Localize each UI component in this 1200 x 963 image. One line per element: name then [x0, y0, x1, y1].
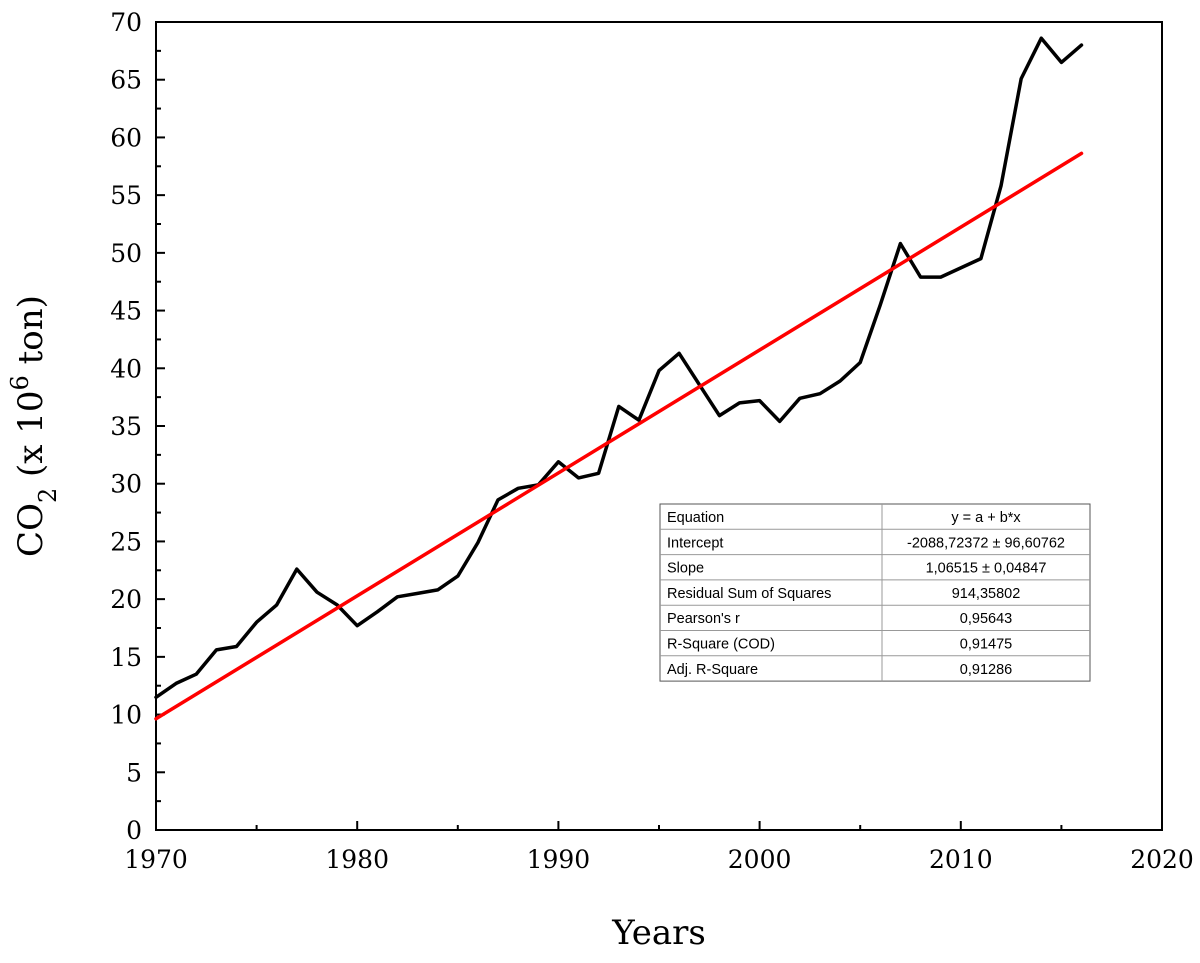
series-layer: [154, 36, 1084, 721]
x-tick-label: 2020: [1130, 845, 1194, 874]
y-tick-label: 10: [110, 701, 142, 730]
y-tick-label: 25: [110, 527, 142, 556]
stats-table-value: 1,06515 ± 0,04847: [926, 561, 1047, 577]
y-axis: 0 5 10 15 20 25 30 35 40 45 50 55 60 65 70: [110, 8, 165, 845]
stats-table-label: Slope: [667, 561, 704, 577]
y-tick-label: 20: [110, 585, 142, 614]
stats-table-label: R-Square (COD): [667, 637, 775, 653]
y-tick-label: 70: [110, 8, 142, 37]
x-axis: 1970 1980 1990 2000 2010 2020: [124, 821, 1194, 874]
data-line: [154, 36, 1084, 700]
y-tick-label: 55: [110, 181, 142, 210]
y-tick-label: 15: [110, 643, 142, 672]
y-tick-label: 50: [110, 239, 142, 268]
x-axis-title: Years: [611, 913, 706, 953]
stats-table-label: Pearson's r: [667, 611, 740, 627]
stats-table-frame: [659, 503, 1091, 682]
fit-statistics-table: Equation y = a + b*x Intercept -2088,72372 …: [659, 503, 1091, 682]
x-tick-label: 2000: [728, 845, 792, 874]
stats-table-value: 0,91286: [960, 662, 1012, 678]
fit-line: [154, 151, 1084, 721]
stats-table-label: Intercept: [667, 535, 723, 551]
y-axis-title-unit: ton): [11, 295, 51, 375]
y-axis-title-superscript: 6: [6, 375, 34, 390]
y-tick-label: 5: [126, 758, 142, 787]
stats-table-label: Residual Sum of Squares: [667, 586, 831, 602]
x-tick-label: 1990: [527, 845, 591, 874]
x-tick-label: 1980: [325, 845, 389, 874]
stats-table-value: 0,95643: [960, 611, 1012, 627]
y-axis-title-subscript: 2: [34, 488, 62, 503]
stats-table-value: 914,35802: [952, 586, 1021, 602]
stats-table-label: Adj. R-Square: [667, 662, 758, 678]
x-tick-label: 2010: [929, 845, 993, 874]
y-tick-label: 65: [110, 66, 142, 95]
stats-table-value: -2088,72372 ± 96,60762: [907, 535, 1065, 551]
stats-table-label: Equation: [667, 510, 724, 526]
y-tick-label: 35: [110, 412, 142, 441]
y-tick-label: 30: [110, 470, 142, 499]
x-tick-label: 1970: [124, 845, 188, 874]
stats-table-value: y = a + b*x: [951, 510, 1021, 526]
y-tick-label: 0: [126, 816, 142, 845]
y-tick-label: 40: [110, 354, 142, 383]
y-axis-title-main: CO: [11, 503, 51, 557]
y-axis-title-part: (x 10: [11, 390, 51, 487]
plot-frame: [155, 21, 1163, 831]
y-axis-title: CO2 (x 106 ton): [6, 295, 62, 557]
y-tick-label: 45: [110, 297, 142, 326]
y-tick-label: 60: [110, 123, 142, 152]
stats-table-value: 0,91475: [960, 637, 1012, 653]
